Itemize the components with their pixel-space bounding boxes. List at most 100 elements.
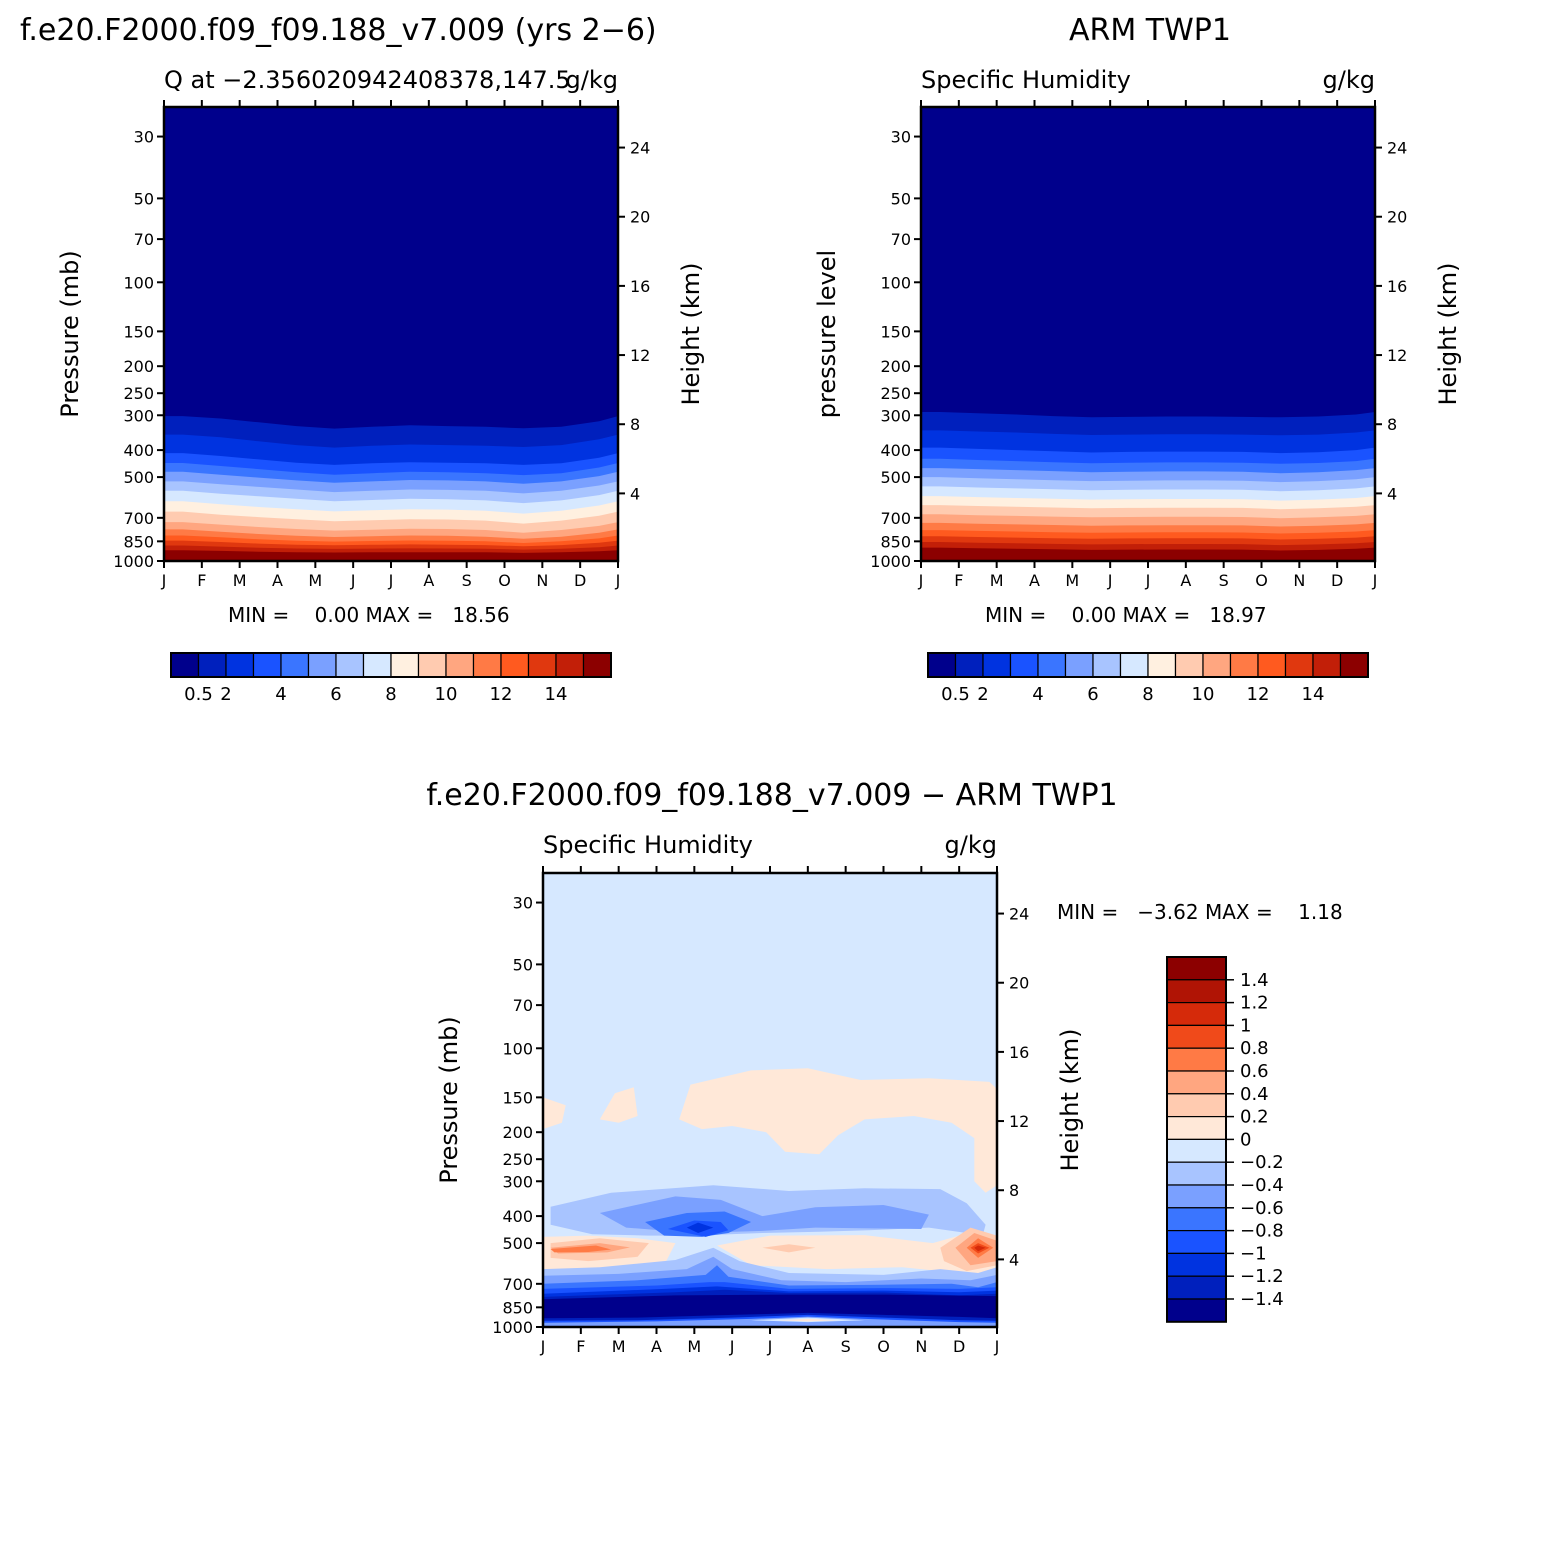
colorbar-label: −0.4 bbox=[1240, 1175, 1284, 1196]
colorbar-label: 10 bbox=[435, 684, 458, 705]
colorbar-label: 0 bbox=[1240, 1129, 1251, 1150]
model-ylabel: Pressure (mb) bbox=[56, 250, 84, 417]
colorbar-box bbox=[1229, 652, 1259, 678]
colorbar-box bbox=[1166, 979, 1227, 1004]
colorbar-box bbox=[1166, 1047, 1227, 1072]
month-tick-label: J bbox=[767, 1337, 773, 1356]
diff-left-title: Specific Humidity bbox=[543, 831, 753, 859]
colorbar-box bbox=[1202, 652, 1232, 678]
model-axes: J F M A M J J A S O N D J 30 50 70 100 150 200 250 300 400 500… bbox=[113, 100, 650, 590]
height-tick-label: 20 bbox=[1009, 974, 1029, 993]
height-tick-label: 12 bbox=[1009, 1112, 1029, 1131]
contour-band bbox=[679, 1068, 997, 1193]
pressure-tick-label: 150 bbox=[123, 322, 154, 341]
pressure-tick-label: 50 bbox=[891, 189, 911, 208]
month-tick-label: J bbox=[918, 571, 924, 590]
pressure-tick-label: 1000 bbox=[492, 1318, 533, 1337]
colorbar-box bbox=[1037, 652, 1067, 678]
pressure-tick-label: 500 bbox=[880, 468, 911, 487]
colorbar-label: 8 bbox=[1142, 684, 1153, 705]
model-panel: f.e20.F2000.f09_f09.188_v7.009 (yrs 2−6)… bbox=[20, 13, 705, 705]
colorbar-label: −1.2 bbox=[1240, 1266, 1284, 1287]
pressure-tick-label: 70 bbox=[134, 230, 154, 249]
pressure-tick-label: 200 bbox=[880, 357, 911, 376]
colorbar-box bbox=[1166, 1093, 1227, 1118]
colorbar-box bbox=[1166, 956, 1227, 981]
contour-band bbox=[550, 1245, 612, 1253]
month-tick-label: D bbox=[574, 571, 586, 590]
pressure-tick-label: 100 bbox=[123, 273, 154, 292]
month-tick-label: N bbox=[915, 1337, 927, 1356]
month-tick-label: A bbox=[272, 571, 283, 590]
pressure-tick-label: 250 bbox=[502, 1150, 533, 1169]
pressure-tick-label: 30 bbox=[134, 128, 154, 147]
colorbar-label: 0.4 bbox=[1240, 1084, 1269, 1105]
pressure-tick-label: 70 bbox=[513, 996, 533, 1015]
contour-band bbox=[599, 1087, 638, 1123]
month-tick-label: M bbox=[308, 571, 322, 590]
pressure-tick-label: 250 bbox=[123, 384, 154, 403]
colorbar-box bbox=[1339, 652, 1369, 678]
month-tick-label: A bbox=[651, 1337, 662, 1356]
pressure-tick-label: 200 bbox=[123, 357, 154, 376]
height-tick-label: 4 bbox=[1387, 484, 1397, 503]
contour-band bbox=[777, 1318, 839, 1322]
colorbar-box bbox=[1147, 652, 1177, 678]
month-tick-label: J bbox=[994, 1337, 1000, 1356]
colorbar-label: 1 bbox=[1240, 1015, 1251, 1036]
colorbar-box bbox=[1166, 1229, 1227, 1254]
colorbar-label: 0.8 bbox=[1240, 1038, 1269, 1059]
colorbar-label: 6 bbox=[1087, 684, 1098, 705]
height-tick-label: 16 bbox=[1009, 1043, 1029, 1062]
height-tick-label: 12 bbox=[630, 346, 650, 365]
obs-units: g/kg bbox=[1323, 66, 1375, 94]
colorbar-box bbox=[982, 652, 1012, 678]
colorbar-label: 0.5 bbox=[184, 684, 213, 705]
height-tick-label: 24 bbox=[630, 139, 650, 158]
pressure-tick-label: 500 bbox=[123, 468, 154, 487]
model-colorbar: 0.5 2 4 6 8 10 12 14 bbox=[170, 652, 612, 705]
obs-contour-field bbox=[921, 107, 1375, 561]
pressure-tick-label: 30 bbox=[513, 894, 533, 913]
height-tick-label: 16 bbox=[1387, 277, 1407, 296]
obs-min-max: MIN = 0.00 MAX = 18.97 bbox=[985, 603, 1267, 627]
model-figure-title: f.e20.F2000.f09_f09.188_v7.009 (yrs 2−6) bbox=[20, 13, 657, 48]
contour-band bbox=[543, 1316, 997, 1327]
model-units: g/kg bbox=[566, 66, 618, 94]
colorbar-box bbox=[417, 652, 447, 678]
diff-figure-title: f.e20.F2000.f09_f09.188_v7.009 − ARM TWP… bbox=[426, 778, 1117, 813]
pressure-tick-label: 850 bbox=[502, 1298, 533, 1317]
month-tick-label: J bbox=[388, 571, 394, 590]
colorbar-label: −1 bbox=[1240, 1243, 1267, 1264]
colorbar-frame bbox=[170, 652, 612, 678]
pressure-tick-label: 400 bbox=[502, 1207, 533, 1226]
pressure-tick-label: 300 bbox=[502, 1172, 533, 1191]
colorbar-box bbox=[1174, 652, 1204, 678]
model-left-title: Q at −2.356020942408378,147.5 bbox=[164, 66, 571, 94]
obs-axes: J F M A M J J A S O N D J 30 50 70 100 150 200 250 300 400 500… bbox=[870, 100, 1407, 590]
month-tick-label: A bbox=[802, 1337, 813, 1356]
pressure-tick-label: 700 bbox=[880, 509, 911, 528]
obs-colorbar: 0.5 2 4 6 8 10 12 14 bbox=[927, 652, 1369, 705]
colorbar-box bbox=[225, 652, 255, 678]
colorbar-box bbox=[582, 652, 612, 678]
month-tick-label: M bbox=[612, 1337, 626, 1356]
colorbar-box bbox=[1166, 1275, 1227, 1300]
month-tick-label: S bbox=[1219, 571, 1229, 590]
colorbar-box bbox=[1166, 1070, 1227, 1095]
colorbar-box bbox=[1119, 652, 1149, 678]
month-tick-label: O bbox=[1255, 571, 1268, 590]
pressure-tick-label: 250 bbox=[880, 384, 911, 403]
colorbar-frame bbox=[927, 652, 1369, 678]
height-tick-label: 24 bbox=[1009, 905, 1029, 924]
colorbar-box bbox=[1166, 1252, 1227, 1277]
colorbar-label: 0.5 bbox=[941, 684, 970, 705]
colorbar-label: 2 bbox=[977, 684, 988, 705]
pressure-tick-label: 300 bbox=[880, 406, 911, 425]
colorbar-box bbox=[1092, 652, 1122, 678]
model-min-max: MIN = 0.00 MAX = 18.56 bbox=[228, 603, 510, 627]
month-tick-label: D bbox=[953, 1337, 965, 1356]
colorbar-label: 4 bbox=[275, 684, 286, 705]
colorbar-box bbox=[1166, 1024, 1227, 1049]
contour-band bbox=[543, 1097, 566, 1130]
